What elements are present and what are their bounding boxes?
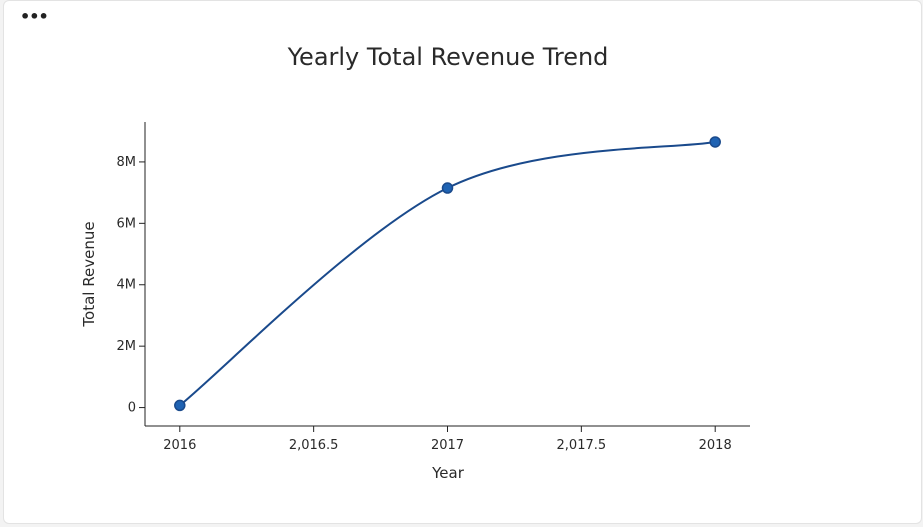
- data-markers: [174, 136, 721, 412]
- x-tick-label: 2017: [431, 438, 464, 453]
- x-axis-label: Year: [431, 464, 465, 482]
- y-axis-label: Total Revenue: [80, 221, 98, 327]
- data-point[interactable]: [709, 136, 721, 148]
- x-tick-label: 2,016.5: [289, 438, 339, 453]
- y-tick-label: 4M: [117, 278, 137, 293]
- x-tick-label: 2,017.5: [557, 438, 607, 453]
- x-axis-ticks: 2016 2,016.5 2017 2,017.5 2018: [163, 426, 732, 453]
- y-tick-label: 8M: [117, 155, 137, 170]
- x-tick-label: 2016: [163, 438, 196, 453]
- data-point[interactable]: [174, 399, 186, 412]
- chart-card: •••: [3, 0, 922, 524]
- y-axis-ticks: 0 2M 4M 6M 8M: [117, 155, 145, 416]
- y-tick-label: 2M: [117, 339, 137, 354]
- series-line: [179, 140, 716, 407]
- data-point[interactable]: [441, 182, 454, 194]
- y-tick-label: 0: [128, 401, 136, 416]
- x-tick-label: 2018: [699, 438, 732, 453]
- more-options-icon[interactable]: •••: [20, 7, 49, 26]
- y-tick-label: 6M: [117, 216, 137, 231]
- chart-title: Yearly Total Revenue Trend: [287, 43, 609, 71]
